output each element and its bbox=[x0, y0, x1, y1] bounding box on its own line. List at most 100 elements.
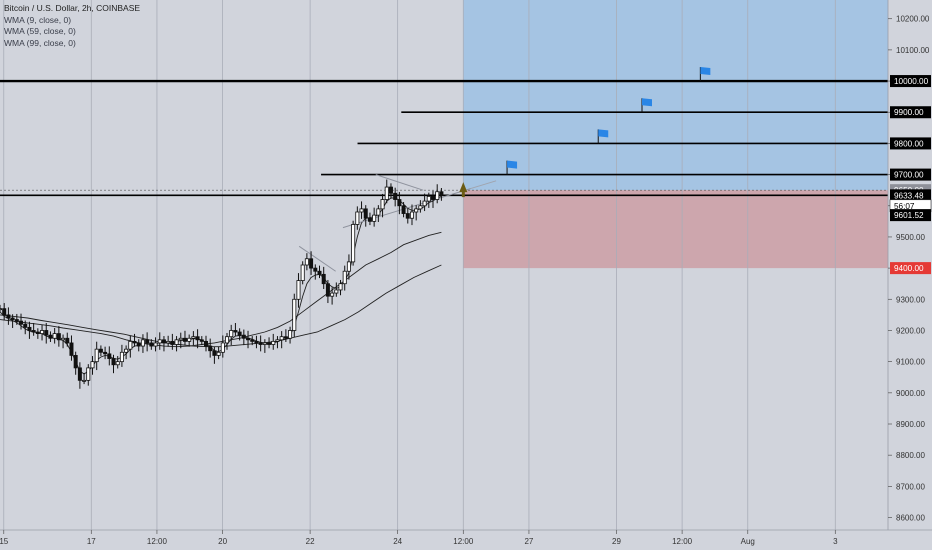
candle-body-up bbox=[90, 361, 95, 369]
symbol-title[interactable]: Bitcoin / U.S. Dollar, 2h, COINBASE bbox=[4, 3, 141, 13]
candle-body-down bbox=[401, 205, 406, 214]
price-label[interactable]: 9700.00 bbox=[890, 168, 931, 181]
candle bbox=[69, 335, 74, 361]
candle bbox=[355, 206, 360, 230]
price-label[interactable]: 9633.48 bbox=[890, 189, 931, 202]
time-tick-label: Aug bbox=[741, 537, 755, 546]
candle-body-down bbox=[56, 333, 61, 341]
price-label-text: 9400.00 bbox=[894, 264, 924, 273]
candle bbox=[195, 329, 200, 349]
price-label[interactable]: 9400.00 bbox=[890, 262, 931, 275]
candle-body-up bbox=[40, 330, 45, 334]
candle-body-up bbox=[355, 211, 360, 225]
candle bbox=[414, 205, 419, 221]
candle-body-down bbox=[27, 326, 32, 331]
candle-body-down bbox=[103, 351, 108, 355]
candle bbox=[23, 320, 28, 335]
candle-body-up bbox=[418, 205, 423, 210]
flag-icon[interactable] bbox=[506, 160, 518, 175]
price-tick-label: 9100.00 bbox=[896, 358, 925, 367]
wma-line-9[interactable] bbox=[0, 195, 442, 375]
flag-icon[interactable] bbox=[641, 98, 652, 113]
price-tick-label: 9500.00 bbox=[896, 233, 925, 242]
candle-body-down bbox=[405, 213, 410, 219]
candle-body-up bbox=[229, 330, 234, 338]
candle-body-down bbox=[19, 320, 24, 325]
candle bbox=[342, 265, 347, 291]
candle bbox=[128, 335, 133, 358]
candle bbox=[212, 346, 217, 364]
candle bbox=[401, 202, 406, 218]
candle bbox=[233, 322, 238, 336]
price-label-box bbox=[890, 262, 931, 275]
flag-icon[interactable] bbox=[597, 129, 609, 144]
time-tick-label: 29 bbox=[612, 537, 621, 546]
candle-body-down bbox=[107, 353, 112, 359]
candle bbox=[275, 336, 280, 349]
time-tick-label: 12:00 bbox=[147, 537, 168, 546]
candle bbox=[321, 266, 326, 290]
flag-cloth bbox=[507, 160, 518, 169]
candle bbox=[409, 204, 414, 226]
candle bbox=[82, 372, 87, 385]
triangle-lower-line[interactable] bbox=[342, 188, 471, 229]
candle-body-up bbox=[372, 214, 377, 222]
candle-body-up bbox=[52, 333, 57, 339]
candle-body-down bbox=[393, 192, 398, 200]
profit-target-zone[interactable] bbox=[463, 0, 888, 191]
candle bbox=[288, 326, 293, 344]
wma-line-99[interactable] bbox=[0, 264, 442, 348]
candle bbox=[380, 193, 385, 218]
price-label[interactable]: 10000.00 bbox=[890, 75, 931, 88]
triangle-projection-line bbox=[470, 180, 497, 190]
candle-body-up bbox=[346, 261, 351, 272]
candle bbox=[296, 273, 301, 308]
candle-body-down bbox=[321, 273, 326, 285]
candle bbox=[216, 346, 221, 360]
triangle-upper-line[interactable] bbox=[375, 174, 424, 191]
candle-body-down bbox=[149, 342, 154, 347]
price-label[interactable]: 56:07 bbox=[889, 199, 932, 213]
candle-body-down bbox=[233, 330, 238, 333]
candle bbox=[405, 207, 410, 224]
candle bbox=[166, 335, 171, 347]
candle-body-up bbox=[409, 211, 414, 219]
price-label[interactable]: 9601.52 bbox=[890, 209, 931, 222]
candle-body-down bbox=[73, 355, 78, 369]
price-label[interactable]: 9800.00 bbox=[890, 137, 931, 150]
indicator-wma-99[interactable]: WMA (99, close, 0) bbox=[4, 37, 76, 48]
candle bbox=[418, 200, 423, 213]
flag-icon[interactable] bbox=[699, 67, 711, 82]
candle-body-down bbox=[69, 342, 74, 356]
candle bbox=[153, 337, 158, 352]
price-label-box bbox=[890, 189, 931, 202]
price-label-text: 56:07 bbox=[894, 202, 915, 211]
candle bbox=[6, 307, 11, 325]
candle bbox=[246, 330, 251, 349]
candle-body-down bbox=[208, 345, 213, 352]
candle-body-up bbox=[140, 339, 145, 347]
wma-line-59[interactable] bbox=[0, 231, 442, 348]
candle-body-up bbox=[225, 336, 230, 344]
candle-body-up bbox=[288, 330, 293, 339]
candle bbox=[229, 324, 234, 346]
candle-body-up bbox=[128, 340, 133, 350]
candle-body-down bbox=[23, 323, 28, 328]
stop-loss-zone[interactable] bbox=[463, 190, 888, 269]
candle-body-down bbox=[212, 350, 217, 356]
candle bbox=[111, 354, 116, 374]
indicator-wma-9[interactable]: WMA (9, close, 0) bbox=[4, 14, 72, 25]
candle bbox=[31, 322, 36, 336]
time-tick-label: 15 bbox=[0, 537, 9, 546]
candle-body-up bbox=[435, 191, 440, 200]
indicator-wma-59[interactable]: WMA (59, close, 0) bbox=[4, 26, 76, 36]
flag-cloth bbox=[598, 129, 609, 138]
candle bbox=[431, 190, 436, 208]
candle-body-up bbox=[426, 196, 431, 202]
candle bbox=[145, 332, 150, 352]
price-label[interactable]: 9900.00 bbox=[890, 106, 931, 119]
candle-body-up bbox=[61, 337, 66, 341]
candle-body-up bbox=[119, 351, 124, 363]
